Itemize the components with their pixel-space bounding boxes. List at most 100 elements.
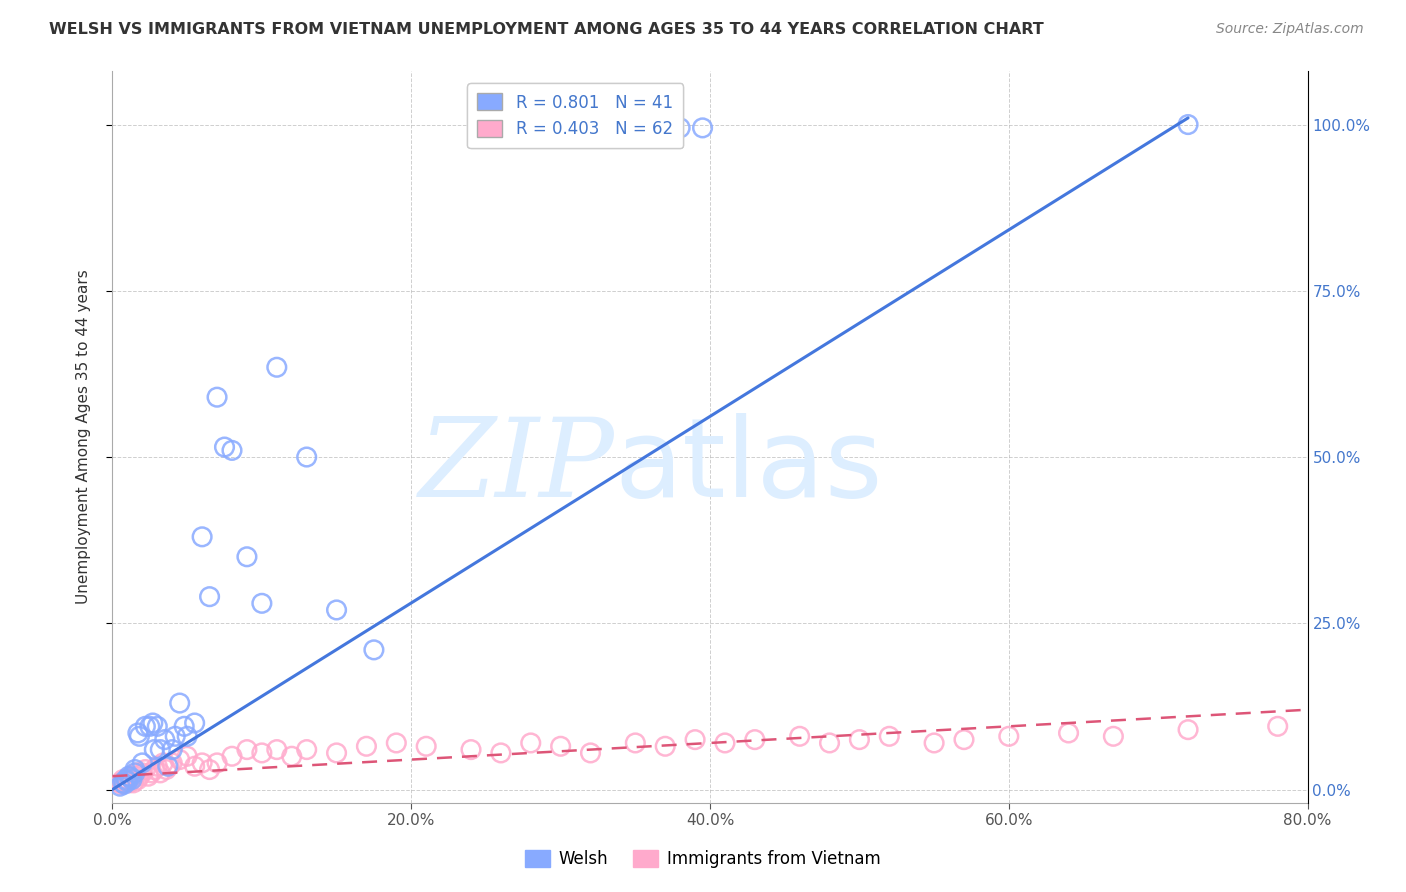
Point xyxy=(152,756,174,770)
Point xyxy=(385,736,408,750)
Point xyxy=(325,746,347,760)
Point xyxy=(117,774,139,789)
Text: Source: ZipAtlas.com: Source: ZipAtlas.com xyxy=(1216,22,1364,37)
Point xyxy=(205,390,228,404)
Point xyxy=(1267,719,1289,733)
Point xyxy=(1177,723,1199,737)
Point xyxy=(108,779,131,793)
Point xyxy=(550,739,572,754)
Point xyxy=(111,776,134,790)
Point xyxy=(236,549,259,564)
Point xyxy=(998,729,1021,743)
Point xyxy=(120,771,142,785)
Point xyxy=(146,759,169,773)
Point xyxy=(250,746,273,760)
Point xyxy=(128,769,150,783)
Point xyxy=(125,765,148,780)
Point xyxy=(363,643,385,657)
Point xyxy=(356,739,378,754)
Point xyxy=(789,729,811,743)
Legend: R = 0.801   N = 41, R = 0.403   N = 62: R = 0.801 N = 41, R = 0.403 N = 62 xyxy=(467,83,683,148)
Point xyxy=(818,736,841,750)
Point xyxy=(124,769,146,783)
Point xyxy=(124,765,146,780)
Point xyxy=(236,742,259,756)
Point xyxy=(624,736,647,750)
Point xyxy=(143,763,166,777)
Point xyxy=(198,590,221,604)
Point xyxy=(169,696,191,710)
Point xyxy=(149,742,172,756)
Point xyxy=(654,739,676,754)
Point xyxy=(131,765,153,780)
Point xyxy=(266,742,288,756)
Point xyxy=(162,742,183,756)
Point xyxy=(131,756,153,770)
Point xyxy=(111,772,134,787)
Point xyxy=(122,776,145,790)
Point xyxy=(156,759,179,773)
Point xyxy=(162,756,183,770)
Point xyxy=(460,742,482,756)
Point xyxy=(692,120,714,135)
Point xyxy=(520,736,543,750)
Point xyxy=(281,749,304,764)
Point xyxy=(118,769,141,783)
Point xyxy=(221,749,243,764)
Point xyxy=(953,732,976,747)
Legend: Welsh, Immigrants from Vietnam: Welsh, Immigrants from Vietnam xyxy=(519,843,887,875)
Point xyxy=(120,769,142,783)
Point xyxy=(683,732,706,747)
Point xyxy=(138,769,160,783)
Point xyxy=(121,772,143,787)
Point xyxy=(744,732,766,747)
Point xyxy=(142,716,165,731)
Point xyxy=(110,777,132,791)
Point xyxy=(114,776,135,790)
Point xyxy=(1102,729,1125,743)
Point xyxy=(848,732,870,747)
Point xyxy=(250,596,273,610)
Y-axis label: Unemployment Among Ages 35 to 44 years: Unemployment Among Ages 35 to 44 years xyxy=(76,269,91,605)
Point xyxy=(205,756,228,770)
Point xyxy=(325,603,347,617)
Point xyxy=(221,443,243,458)
Point xyxy=(879,729,901,743)
Text: ZIP: ZIP xyxy=(419,413,614,520)
Point xyxy=(121,772,143,787)
Point xyxy=(134,763,156,777)
Point xyxy=(176,729,198,743)
Point xyxy=(579,746,602,760)
Point xyxy=(714,736,737,750)
Point xyxy=(176,749,198,764)
Point xyxy=(134,719,156,733)
Point xyxy=(295,450,318,464)
Point xyxy=(118,776,141,790)
Point xyxy=(149,765,172,780)
Text: WELSH VS IMMIGRANTS FROM VIETNAM UNEMPLOYMENT AMONG AGES 35 TO 44 YEARS CORRELAT: WELSH VS IMMIGRANTS FROM VIETNAM UNEMPLO… xyxy=(49,22,1045,37)
Point xyxy=(128,729,150,743)
Point xyxy=(143,742,166,756)
Text: atlas: atlas xyxy=(614,413,883,520)
Point xyxy=(127,726,149,740)
Point xyxy=(155,763,177,777)
Point xyxy=(922,736,945,750)
Point xyxy=(266,360,288,375)
Point xyxy=(108,776,131,790)
Point xyxy=(669,120,692,135)
Point xyxy=(165,729,187,743)
Point xyxy=(117,772,139,787)
Point xyxy=(114,777,135,791)
Point xyxy=(169,753,191,767)
Point xyxy=(198,763,221,777)
Point xyxy=(191,756,214,770)
Point xyxy=(1057,726,1080,740)
Point xyxy=(191,530,214,544)
Point xyxy=(115,772,138,787)
Point xyxy=(141,765,163,780)
Point xyxy=(415,739,437,754)
Point xyxy=(295,742,318,756)
Point xyxy=(153,732,176,747)
Point xyxy=(139,719,162,733)
Point xyxy=(146,719,169,733)
